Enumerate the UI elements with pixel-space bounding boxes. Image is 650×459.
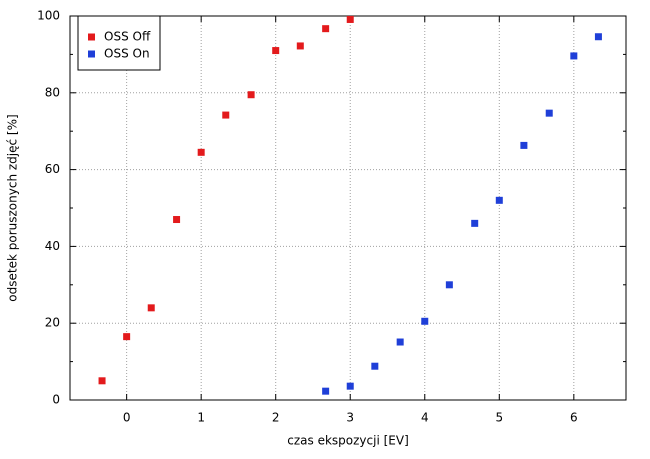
y-tick-label: 0: [52, 393, 60, 407]
y-tick-label: 40: [45, 239, 60, 253]
x-tick-label: 6: [570, 411, 578, 425]
point: [346, 15, 354, 23]
point: [173, 216, 181, 224]
point: [445, 281, 453, 289]
point: [471, 219, 479, 227]
y-axis-label: odsetek poruszonych zdjęć [%]: [6, 114, 20, 301]
point: [296, 42, 304, 50]
point: [247, 91, 255, 99]
legend-marker: [88, 33, 95, 41]
y-tick-label: 20: [45, 316, 60, 330]
point: [346, 382, 354, 390]
legend-marker: [88, 50, 95, 58]
x-tick-label: 0: [123, 411, 131, 425]
x-tick-label: 4: [421, 411, 429, 425]
point: [322, 25, 330, 33]
point: [545, 109, 553, 117]
point: [495, 196, 503, 204]
y-tick-label: 60: [45, 162, 60, 176]
point: [421, 317, 429, 325]
point: [197, 148, 205, 156]
point: [222, 111, 230, 119]
point: [520, 141, 528, 149]
point: [272, 47, 280, 55]
x-axis-label: czas ekspozycji [EV]: [287, 434, 409, 448]
legend-box: [77, 15, 161, 71]
plot-frame: [69, 15, 627, 401]
legend-label: OSS On: [104, 47, 150, 61]
x-tick-label: 5: [495, 411, 503, 425]
y-tick-label: 80: [45, 85, 60, 99]
point: [147, 304, 155, 312]
x-tick-label: 2: [272, 411, 280, 425]
point: [123, 333, 131, 341]
x-tick-label: 1: [197, 411, 205, 425]
point: [322, 387, 330, 395]
legend-label: OSS Off: [104, 30, 151, 44]
y-tick-label: 100: [37, 9, 60, 23]
x-tick-label: 3: [346, 411, 354, 425]
point: [570, 52, 578, 60]
point: [396, 338, 404, 346]
point: [371, 362, 379, 370]
point: [594, 33, 602, 41]
point: [98, 377, 106, 385]
